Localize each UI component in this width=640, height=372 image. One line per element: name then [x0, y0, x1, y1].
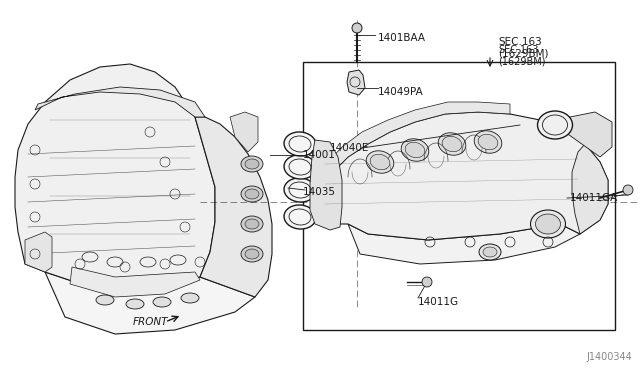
Ellipse shape: [96, 295, 114, 305]
Ellipse shape: [284, 155, 316, 179]
Circle shape: [352, 23, 362, 33]
Polygon shape: [230, 112, 258, 152]
Ellipse shape: [405, 142, 425, 158]
Circle shape: [422, 277, 432, 287]
Text: J1400344: J1400344: [586, 352, 632, 362]
Ellipse shape: [438, 133, 466, 155]
Circle shape: [623, 185, 633, 195]
Text: 14035: 14035: [303, 187, 336, 197]
Ellipse shape: [153, 297, 171, 307]
Text: 14001: 14001: [303, 150, 336, 160]
Ellipse shape: [245, 159, 259, 169]
Text: FRONT: FRONT: [133, 317, 168, 327]
Text: SEC.163
(1629BM): SEC.163 (1629BM): [498, 37, 548, 59]
Bar: [303, 62, 615, 330]
Text: 14011G: 14011G: [418, 297, 459, 307]
Polygon shape: [572, 144, 608, 234]
Polygon shape: [347, 70, 365, 95]
Ellipse shape: [474, 131, 502, 153]
Ellipse shape: [370, 154, 390, 170]
Ellipse shape: [284, 205, 316, 229]
Ellipse shape: [126, 299, 144, 309]
Polygon shape: [70, 267, 200, 297]
Ellipse shape: [284, 132, 316, 156]
Ellipse shape: [478, 134, 498, 150]
Polygon shape: [195, 117, 272, 297]
Text: 14049PA: 14049PA: [378, 87, 424, 97]
Ellipse shape: [366, 151, 394, 173]
Ellipse shape: [241, 246, 263, 262]
Ellipse shape: [536, 214, 561, 234]
Ellipse shape: [241, 156, 263, 172]
Text: SEC.163: SEC.163: [498, 45, 538, 55]
Ellipse shape: [538, 111, 573, 139]
Polygon shape: [310, 140, 342, 230]
Polygon shape: [565, 112, 612, 157]
Ellipse shape: [401, 139, 429, 161]
Text: (1629BM): (1629BM): [498, 57, 545, 67]
Polygon shape: [15, 64, 215, 290]
Ellipse shape: [284, 178, 316, 202]
Polygon shape: [315, 112, 608, 240]
Polygon shape: [315, 102, 510, 212]
Polygon shape: [35, 87, 205, 117]
Ellipse shape: [483, 247, 497, 257]
Ellipse shape: [531, 210, 566, 238]
Ellipse shape: [479, 244, 501, 260]
Ellipse shape: [442, 136, 462, 152]
Text: 14040E: 14040E: [330, 143, 369, 153]
Ellipse shape: [245, 189, 259, 199]
Ellipse shape: [181, 293, 199, 303]
Text: 1401BAA: 1401BAA: [378, 33, 426, 43]
Ellipse shape: [241, 186, 263, 202]
Text: 14011GA: 14011GA: [570, 193, 618, 203]
Polygon shape: [45, 272, 255, 334]
Ellipse shape: [245, 219, 259, 229]
Polygon shape: [25, 232, 52, 272]
Polygon shape: [348, 224, 580, 264]
Ellipse shape: [245, 249, 259, 259]
Ellipse shape: [241, 216, 263, 232]
